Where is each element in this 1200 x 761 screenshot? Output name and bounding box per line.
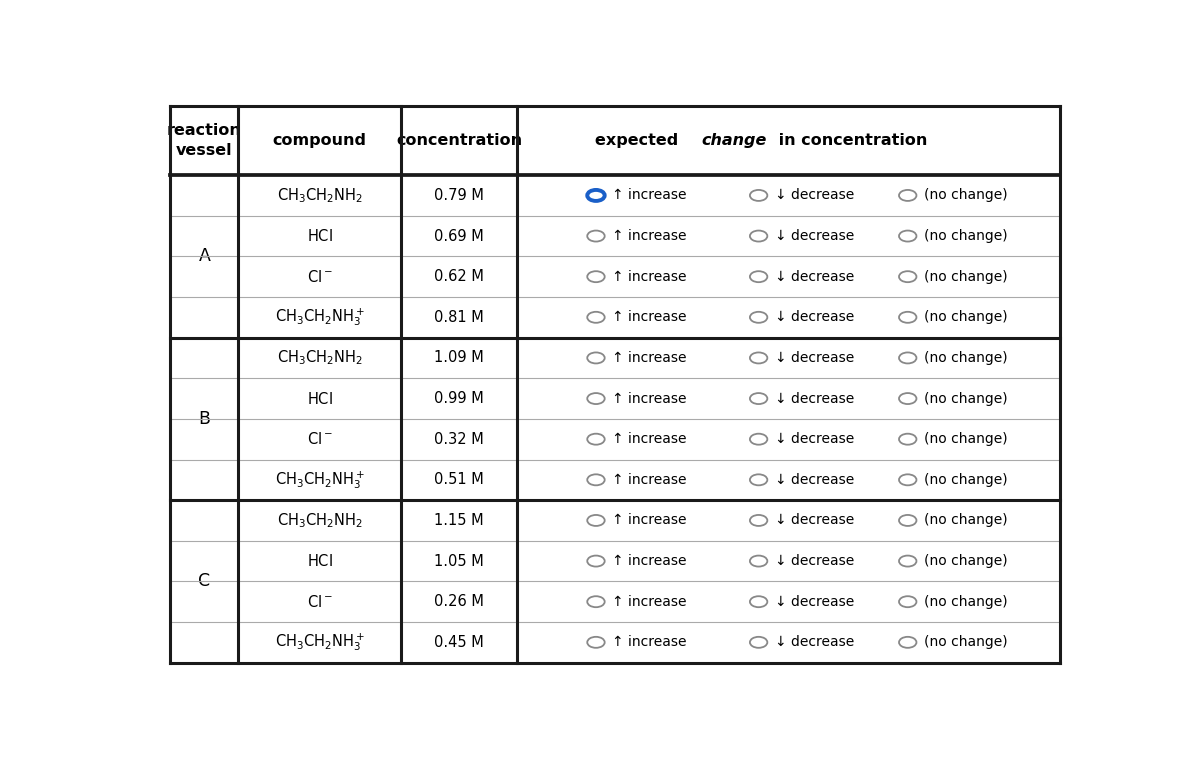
Text: ↓ decrease: ↓ decrease [775,594,854,609]
Text: in concentration: in concentration [773,133,928,148]
Text: 0.45 M: 0.45 M [434,635,484,650]
Text: ↑ increase: ↑ increase [612,229,686,243]
Text: ↑ increase: ↑ increase [612,514,686,527]
Text: C: C [198,572,210,591]
Text: ↑ increase: ↑ increase [612,554,686,568]
Text: (no change): (no change) [924,514,1008,527]
Text: $\mathregular{HCl}$: $\mathregular{HCl}$ [307,228,332,244]
Text: 0.81 M: 0.81 M [434,310,484,325]
Text: ↓ decrease: ↓ decrease [775,269,854,284]
Text: expected: expected [594,133,684,148]
Text: (no change): (no change) [924,554,1008,568]
Text: 0.62 M: 0.62 M [434,269,484,284]
Text: 1.05 M: 1.05 M [434,553,484,568]
Text: ↑ increase: ↑ increase [612,594,686,609]
Text: ↑ increase: ↑ increase [612,351,686,365]
Text: ↑ increase: ↑ increase [612,392,686,406]
Text: ↑ increase: ↑ increase [612,269,686,284]
Text: (no change): (no change) [924,189,1008,202]
Text: ↓ decrease: ↓ decrease [775,310,854,324]
Text: 0.26 M: 0.26 M [434,594,484,610]
Text: 1.15 M: 1.15 M [434,513,484,528]
Text: $\mathregular{Cl^-}$: $\mathregular{Cl^-}$ [307,431,332,447]
Text: 1.09 M: 1.09 M [434,350,484,365]
Text: ↓ decrease: ↓ decrease [775,514,854,527]
Text: reaction
vessel: reaction vessel [167,123,242,158]
Text: (no change): (no change) [924,229,1008,243]
Text: A: A [198,247,210,266]
Text: 0.51 M: 0.51 M [434,473,484,487]
Text: 0.69 M: 0.69 M [434,228,484,244]
Text: 0.32 M: 0.32 M [434,431,484,447]
Text: ↓ decrease: ↓ decrease [775,554,854,568]
Text: (no change): (no change) [924,432,1008,446]
Text: (no change): (no change) [924,392,1008,406]
Text: $\mathregular{CH_3CH_2NH_2}$: $\mathregular{CH_3CH_2NH_2}$ [277,511,362,530]
Text: $\mathregular{HCl}$: $\mathregular{HCl}$ [307,390,332,406]
Text: $\mathregular{Cl^-}$: $\mathregular{Cl^-}$ [307,594,332,610]
Text: $\mathregular{HCl}$: $\mathregular{HCl}$ [307,553,332,569]
Text: (no change): (no change) [924,351,1008,365]
Text: ↑ increase: ↑ increase [612,473,686,487]
Text: (no change): (no change) [924,473,1008,487]
Text: concentration: concentration [396,133,522,148]
Text: ↑ increase: ↑ increase [612,189,686,202]
Text: ↑ increase: ↑ increase [612,635,686,649]
Text: ↑ increase: ↑ increase [612,432,686,446]
Text: ↓ decrease: ↓ decrease [775,392,854,406]
Text: compound: compound [272,133,367,148]
Text: $\mathregular{CH_3CH_2NH_2}$: $\mathregular{CH_3CH_2NH_2}$ [277,186,362,205]
Text: $\mathregular{CH_3CH_2NH_2}$: $\mathregular{CH_3CH_2NH_2}$ [277,349,362,368]
Text: expected: expected [150,133,239,148]
Text: ↓ decrease: ↓ decrease [775,189,854,202]
Text: 0.99 M: 0.99 M [434,391,484,406]
Text: (no change): (no change) [924,269,1008,284]
Text: ↓ decrease: ↓ decrease [775,635,854,649]
Text: ↓ decrease: ↓ decrease [775,473,854,487]
Text: change: change [702,133,767,148]
Text: ↓ decrease: ↓ decrease [775,351,854,365]
Text: (no change): (no change) [924,635,1008,649]
Text: 0.79 M: 0.79 M [434,188,484,203]
Text: (no change): (no change) [924,310,1008,324]
Text: $\mathregular{Cl^-}$: $\mathregular{Cl^-}$ [307,269,332,285]
Text: ↑ increase: ↑ increase [612,310,686,324]
Text: $\mathregular{CH_3CH_2NH_3^+}$: $\mathregular{CH_3CH_2NH_3^+}$ [275,469,365,491]
Text: ↓ decrease: ↓ decrease [775,229,854,243]
Text: B: B [198,410,210,428]
Text: (no change): (no change) [924,594,1008,609]
Text: $\mathregular{CH_3CH_2NH_3^+}$: $\mathregular{CH_3CH_2NH_3^+}$ [275,307,365,328]
Text: $\mathregular{CH_3CH_2NH_3^+}$: $\mathregular{CH_3CH_2NH_3^+}$ [275,632,365,653]
Text: ↓ decrease: ↓ decrease [775,432,854,446]
